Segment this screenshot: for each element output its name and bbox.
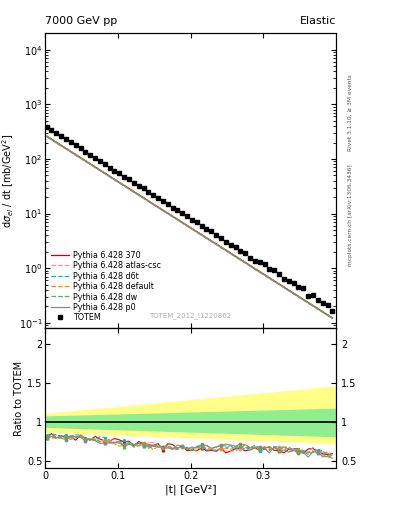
Pythia 6.428 p0 [62,144,66,151]
Pythia 6.428 default [62,144,66,150]
Pythia 6.428 default [306,300,310,306]
Pythia 6.428 dw [97,167,102,173]
Pythia 6.428 atlas-csc [44,134,49,140]
Text: TOTEM_2012_I1220862: TOTEM_2012_I1220862 [150,312,231,319]
Pythia 6.428 dw [120,182,125,188]
Line: Pythia 6.428 default: Pythia 6.428 default [47,136,332,318]
Pythia 6.428 atlas-csc [97,167,102,174]
Text: mcplots.cern.ch [arXiv:1306.3436]: mcplots.cern.ch [arXiv:1306.3436] [348,164,353,266]
Pythia 6.428 default [330,315,335,321]
Pythia 6.428 d6t [120,182,125,188]
Pythia 6.428 dw [56,141,61,147]
Text: Elastic: Elastic [299,16,336,26]
Pythia 6.428 dw [62,144,66,151]
Pythia 6.428 atlas-csc [316,306,320,312]
Pythia 6.428 d6t [56,140,61,146]
Pythia 6.428 370 [316,306,320,312]
Pythia 6.428 d6t [306,300,310,306]
Pythia 6.428 p0 [306,300,310,306]
Pythia 6.428 default [44,133,49,139]
Y-axis label: Ratio to TOTEM: Ratio to TOTEM [14,361,24,436]
Pythia 6.428 dw [330,315,335,321]
Legend: Pythia 6.428 370, Pythia 6.428 atlas-csc, Pythia 6.428 d6t, Pythia 6.428 default: Pythia 6.428 370, Pythia 6.428 atlas-csc… [49,249,162,324]
Pythia 6.428 p0 [56,141,61,147]
Pythia 6.428 370 [306,299,310,305]
Pythia 6.428 d6t [62,144,66,150]
Pythia 6.428 atlas-csc [56,141,61,147]
Pythia 6.428 d6t [316,306,320,312]
Pythia 6.428 atlas-csc [120,182,125,188]
Line: Pythia 6.428 dw: Pythia 6.428 dw [47,136,332,318]
Pythia 6.428 default [316,306,320,312]
Pythia 6.428 default [56,140,61,146]
Line: Pythia 6.428 370: Pythia 6.428 370 [47,136,332,318]
Pythia 6.428 p0 [330,315,335,322]
Pythia 6.428 atlas-csc [330,315,335,322]
Line: Pythia 6.428 atlas-csc: Pythia 6.428 atlas-csc [47,137,332,318]
Pythia 6.428 default [97,167,102,173]
Pythia 6.428 370 [56,140,61,146]
Pythia 6.428 d6t [44,133,49,139]
TOTEM [117,170,122,177]
Line: Pythia 6.428 d6t: Pythia 6.428 d6t [47,136,332,318]
TOTEM [136,183,141,189]
Pythia 6.428 370 [62,144,66,150]
TOTEM [93,155,97,161]
Pythia 6.428 p0 [97,167,102,174]
TOTEM [127,176,131,182]
Pythia 6.428 default [120,181,125,187]
TOTEM [224,239,228,245]
Pythia 6.428 p0 [120,182,125,188]
TOTEM [141,185,146,191]
Pythia 6.428 d6t [330,315,335,321]
Pythia 6.428 370 [330,315,335,321]
Pythia 6.428 p0 [44,134,49,140]
Pythia 6.428 atlas-csc [62,144,66,151]
Pythia 6.428 dw [44,133,49,139]
TOTEM [44,124,49,130]
TOTEM [330,308,335,314]
Pythia 6.428 370 [97,167,102,173]
Pythia 6.428 dw [306,300,310,306]
Text: 7000 GeV pp: 7000 GeV pp [45,16,118,26]
Pythia 6.428 p0 [316,306,320,312]
Pythia 6.428 dw [316,306,320,312]
X-axis label: |t| [GeV²]: |t| [GeV²] [165,484,217,495]
Y-axis label: d$\sigma_{el}$ / dt [mb/GeV$^2$]: d$\sigma_{el}$ / dt [mb/GeV$^2$] [0,134,16,228]
Pythia 6.428 d6t [97,167,102,173]
Text: Rivet 3.1.10, ≥ 3M events: Rivet 3.1.10, ≥ 3M events [348,74,353,151]
Pythia 6.428 370 [120,181,125,187]
Pythia 6.428 atlas-csc [306,300,310,306]
Pythia 6.428 370 [44,133,49,139]
Line: TOTEM: TOTEM [44,124,335,313]
Line: Pythia 6.428 p0: Pythia 6.428 p0 [47,137,332,318]
